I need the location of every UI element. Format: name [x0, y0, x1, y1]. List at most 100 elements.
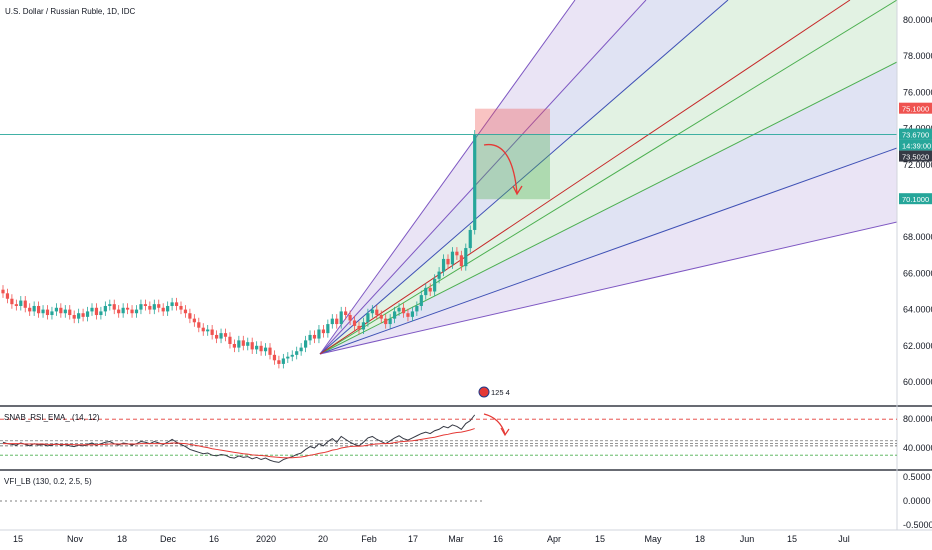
candle-body	[410, 311, 414, 317]
target-low-badge[interactable]: 70.1000	[902, 195, 929, 204]
candle-body	[272, 354, 277, 361]
event-marker[interactable]: 125 4	[478, 386, 510, 398]
candle-body	[1, 289, 5, 294]
fan-line[interactable]	[319, 147, 898, 355]
rsi-line	[2, 414, 476, 463]
candle-body	[121, 307, 125, 314]
candle-body	[215, 334, 219, 339]
candle-body	[308, 334, 312, 341]
target-high-badge[interactable]: 75.1000	[902, 105, 929, 114]
fan-line[interactable]	[319, 61, 898, 355]
time-axis-tick-label: 15	[787, 534, 797, 544]
candle-body	[433, 278, 437, 292]
candle-body	[94, 307, 99, 316]
event-marker-label: 125 4	[491, 388, 510, 397]
candle-body	[45, 309, 50, 316]
entry-badge[interactable]: 73.5020	[902, 153, 929, 162]
time-axis-tick-label: Feb	[361, 534, 377, 544]
rsi-forecast-arrow	[483, 413, 506, 435]
candle-body	[375, 309, 379, 316]
candle-body	[63, 309, 67, 314]
countdown-badge[interactable]: 14:39:00	[902, 142, 931, 151]
candle-body	[77, 313, 81, 319]
price-axis-tick-label: 76.0000	[903, 87, 932, 97]
candle-body	[304, 340, 308, 348]
candle-body	[139, 304, 143, 310]
fan-line[interactable]	[319, 0, 729, 355]
candle-body	[312, 334, 317, 339]
candle-body	[388, 318, 392, 325]
price-axis-background[interactable]	[897, 0, 932, 550]
candle-body	[130, 309, 134, 314]
candle-body	[108, 304, 112, 306]
time-axis-tick-label: Mar	[448, 534, 464, 544]
price-axis-tick-label: 62.0000	[903, 341, 932, 351]
target-high-badge-bg	[899, 102, 932, 114]
fan-line[interactable]	[319, 0, 647, 355]
candle-body	[112, 304, 116, 310]
candle-body	[286, 356, 290, 359]
candle-body	[210, 329, 214, 335]
candle-body	[90, 307, 94, 312]
candle-body	[357, 325, 361, 330]
candle-body	[228, 336, 232, 344]
vfi-axis-tick-label: 0.0000	[903, 496, 931, 506]
vfi-axis-tick-label: 0.5000	[903, 472, 931, 482]
candle-body	[223, 333, 228, 337]
price-axis-tick-label: 68.0000	[903, 232, 932, 242]
stop-zone[interactable]	[475, 108, 550, 135]
candle-body	[419, 295, 423, 306]
rsi-ema-line	[3, 428, 475, 459]
candle-body	[5, 293, 10, 299]
fan-line[interactable]	[319, 0, 576, 355]
candle-body	[424, 287, 428, 296]
candle-body	[464, 248, 468, 267]
time-axis-tick-label: 15	[595, 534, 605, 544]
fan-line[interactable]	[319, 0, 898, 355]
symbol-title[interactable]: U.S. Dollar / Russian Ruble, 1D, IDC	[5, 7, 135, 16]
fan-line[interactable]	[319, 221, 898, 355]
candle-body	[339, 311, 343, 325]
candle-body	[143, 304, 147, 306]
candle-body	[50, 311, 54, 316]
candle-body	[157, 304, 161, 308]
candle-body	[295, 351, 299, 355]
rsi-axis-tick-label: 40.0000	[903, 443, 932, 453]
candle-body	[85, 311, 90, 317]
fan-line-center[interactable]	[319, 0, 851, 355]
candle-body	[134, 309, 139, 314]
candle-body	[468, 229, 472, 249]
time-axis-tick-label: 16	[209, 534, 219, 544]
candle-body	[441, 258, 446, 272]
candle-body	[37, 305, 41, 314]
gann-fan-lines[interactable]	[319, 0, 898, 355]
rsi-indicator-title[interactable]: SNAB_RSI_EMA_ (14, 12)	[4, 413, 100, 422]
candle-body	[250, 342, 254, 350]
candle-body	[183, 309, 188, 314]
last-price-badge[interactable]: 73.6700	[902, 131, 929, 140]
candle-body	[241, 340, 245, 346]
candle-body	[179, 305, 183, 310]
target-low-badge-bg	[899, 193, 932, 205]
candle-body	[259, 345, 263, 352]
price-axis-tick-label: 72.0000	[903, 160, 932, 170]
flag-icon[interactable]	[478, 386, 490, 398]
candle-body	[232, 343, 236, 348]
time-axis-tick-label: 17	[408, 534, 418, 544]
candle-body	[268, 347, 272, 355]
candle-body	[174, 302, 179, 306]
candle-body	[81, 313, 85, 317]
forecast-arrow-head	[512, 185, 523, 196]
price-axis-tick-label: 80.0000	[903, 15, 932, 25]
candle-body	[370, 309, 374, 314]
vfi-indicator-title[interactable]: VFI_LB (130, 0.2, 2.5, 5)	[4, 477, 92, 486]
time-axis-tick-label: 18	[117, 534, 127, 544]
candle-body	[255, 345, 259, 350]
candle-body	[23, 300, 27, 308]
countdown-badge-bg	[899, 139, 932, 151]
candle-body	[197, 322, 201, 328]
time-axis-tick-label: Dec	[160, 534, 177, 544]
time-axis-tick-label: Jun	[740, 534, 755, 544]
time-axis-tick-label: 18	[695, 534, 705, 544]
